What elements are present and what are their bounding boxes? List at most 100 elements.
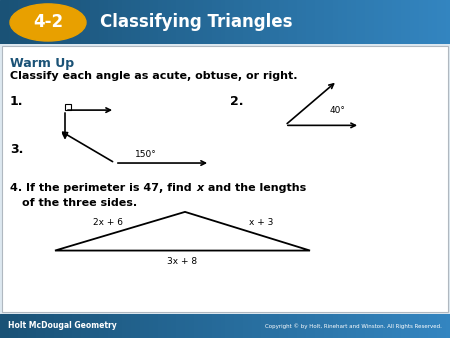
Bar [50,0,54,44]
Bar [18,0,22,44]
Bar [446,0,450,44]
Bar [104,314,108,338]
Bar [315,0,320,44]
Bar [410,0,414,44]
Bar [414,314,418,338]
Bar [338,314,342,338]
Bar [396,0,400,44]
Bar [432,314,436,338]
Text: 4-2: 4-2 [33,14,63,31]
Bar [243,314,248,338]
Bar [261,314,266,338]
Text: 4. If the perimeter is 47, find: 4. If the perimeter is 47, find [10,184,195,193]
Bar [234,0,238,44]
Bar [369,0,374,44]
Bar [418,0,423,44]
Bar [356,314,360,338]
Bar [90,0,94,44]
Bar [36,0,40,44]
Bar [76,314,81,338]
Bar [112,314,117,338]
Bar [166,0,171,44]
Bar [392,0,396,44]
Bar [387,314,392,338]
Bar [441,314,446,338]
Bar [94,0,99,44]
Bar [135,314,140,338]
Bar [351,0,356,44]
Bar [202,314,207,338]
Bar [184,314,189,338]
Bar [212,0,216,44]
Bar [63,314,68,338]
Bar [166,314,171,338]
Bar [279,0,284,44]
Bar [392,314,396,338]
Bar [270,314,274,338]
Bar [310,314,315,338]
Bar [144,314,148,338]
Bar [162,0,166,44]
Bar [117,0,122,44]
Bar [216,314,220,338]
Bar [270,0,274,44]
Bar [171,314,176,338]
Bar [22,0,27,44]
Bar [374,314,378,338]
Bar [324,314,328,338]
Bar [104,0,108,44]
Bar [410,314,414,338]
Bar [40,0,45,44]
Bar [292,314,297,338]
Bar [374,0,378,44]
Bar [288,0,292,44]
Text: 2.: 2. [230,95,243,108]
Bar [112,0,117,44]
Bar [418,314,423,338]
Bar [140,0,144,44]
Bar [432,0,436,44]
Bar [342,0,346,44]
Bar [0,314,4,338]
Bar [45,0,50,44]
Bar [216,0,220,44]
Text: of the three sides.: of the three sides. [22,198,137,208]
Bar [360,314,364,338]
Bar [333,314,338,338]
Bar [274,314,279,338]
Bar [369,314,374,338]
Bar [189,314,194,338]
Bar [328,314,333,338]
Bar [400,314,405,338]
Bar [148,0,153,44]
Bar [126,314,130,338]
Bar [266,0,270,44]
Bar [248,314,252,338]
Bar [14,0,18,44]
Bar [9,314,14,338]
Bar [324,0,328,44]
Bar [346,314,351,338]
Bar [32,314,36,338]
Bar [4,314,9,338]
Bar [256,0,261,44]
Bar [297,0,302,44]
Bar [396,314,400,338]
Text: 2x + 6: 2x + 6 [93,218,123,227]
Bar [256,314,261,338]
Bar [126,0,130,44]
Bar [428,314,432,338]
Bar [36,314,40,338]
Bar [230,314,234,338]
Bar [108,314,112,338]
Text: 150°: 150° [135,150,157,159]
FancyBboxPatch shape [2,46,448,312]
Bar [0,0,4,44]
Bar [423,314,428,338]
Bar [94,314,99,338]
Text: x: x [196,184,203,193]
Bar [130,314,135,338]
Bar [400,0,405,44]
Bar [135,0,140,44]
Bar [306,0,310,44]
